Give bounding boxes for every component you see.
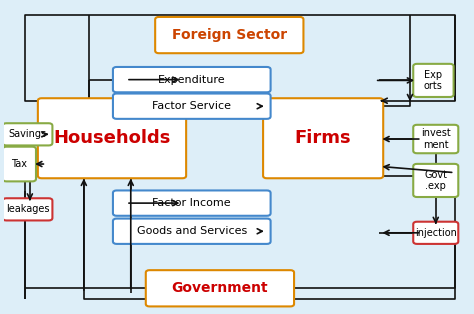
Text: Savings: Savings [9, 129, 46, 139]
Text: Firms: Firms [295, 129, 351, 147]
FancyBboxPatch shape [263, 98, 383, 178]
Text: Tax: Tax [11, 159, 27, 169]
FancyBboxPatch shape [113, 94, 271, 119]
FancyBboxPatch shape [113, 67, 271, 92]
Text: invest
ment: invest ment [421, 128, 451, 150]
Text: Factor Income: Factor Income [153, 198, 231, 208]
FancyBboxPatch shape [413, 164, 458, 197]
Text: Foreign Sector: Foreign Sector [172, 28, 287, 42]
Text: Goods and Services: Goods and Services [137, 226, 247, 236]
Text: injection: injection [415, 228, 457, 238]
Text: Government: Government [172, 281, 268, 295]
FancyBboxPatch shape [3, 123, 53, 145]
Text: Govt
.exp: Govt .exp [424, 170, 447, 191]
Text: Factor Service: Factor Service [152, 101, 231, 111]
FancyBboxPatch shape [155, 17, 303, 53]
Text: leakages: leakages [6, 204, 49, 214]
Text: Expenditure: Expenditure [158, 75, 226, 85]
FancyBboxPatch shape [413, 222, 458, 244]
FancyBboxPatch shape [3, 198, 53, 220]
FancyBboxPatch shape [413, 125, 458, 153]
Text: Exp
orts: Exp orts [424, 70, 443, 91]
FancyBboxPatch shape [3, 147, 36, 181]
FancyBboxPatch shape [146, 270, 294, 306]
FancyBboxPatch shape [38, 98, 186, 178]
Text: Households: Households [53, 129, 171, 147]
FancyBboxPatch shape [413, 64, 454, 97]
FancyBboxPatch shape [113, 219, 271, 244]
FancyBboxPatch shape [113, 191, 271, 216]
